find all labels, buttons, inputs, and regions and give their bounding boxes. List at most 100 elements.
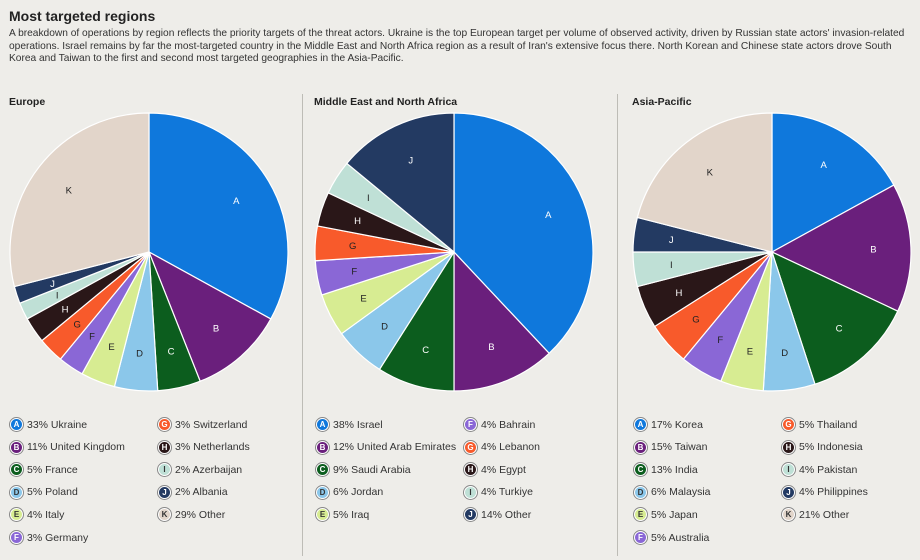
pie-slice-c — [771, 250, 899, 385]
legend-badge: G — [464, 440, 477, 454]
legend-item-d: D 6% Malaysia — [634, 485, 711, 499]
legend-label: 2% Azerbaijan — [175, 463, 243, 476]
legend-badge: J — [782, 485, 795, 499]
legend-label: 15% Taiwan — [651, 441, 708, 454]
legend-item-d: D 5% Poland — [10, 485, 78, 499]
pie-slice-a — [148, 112, 289, 320]
pie-slice-label-c: C — [168, 347, 175, 358]
pie-slice-label-b: B — [213, 324, 219, 335]
legend-badge: H — [782, 440, 795, 454]
pie-slice-label-d: D — [381, 322, 388, 333]
pie-slice-label-j: J — [408, 156, 413, 167]
legend-badge: D — [10, 485, 23, 499]
pie-slice-label-b: B — [488, 342, 494, 353]
pie-slice-label-a: A — [233, 196, 240, 207]
pie-slice-label-e: E — [747, 347, 753, 358]
pie-slice-label-h: H — [354, 216, 361, 227]
pie-slice-label-b: B — [870, 244, 876, 255]
pie-slice-b — [147, 250, 272, 383]
legend-label: 38% Israel — [333, 418, 383, 431]
legend-label: 5% Indonesia — [799, 441, 863, 454]
legend-item-h: H 5% Indonesia — [782, 440, 863, 454]
legend-label: 33% Ukraine — [27, 418, 88, 431]
legend-label: 4% Italy — [27, 508, 65, 521]
legend-badge: B — [10, 440, 23, 454]
pie-slice-label-i: I — [56, 291, 59, 302]
legend-badge: C — [316, 463, 329, 477]
pie-slice-a — [453, 112, 594, 355]
legend-label: 12% United Arab Emirates — [333, 441, 457, 454]
legend-item-e: E 4% Italy — [10, 508, 65, 522]
legend-item-a: A 33% Ukraine — [10, 418, 87, 431]
legend-item-h: H 4% Egypt — [464, 463, 526, 477]
legend-badge: E — [316, 508, 329, 522]
legend-item-i: I 4% Turkiye — [464, 485, 533, 499]
legend-badge: J — [464, 508, 477, 522]
pie-slice-label-g: G — [349, 241, 356, 252]
legend-item-i: I 2% Azerbaijan — [158, 463, 243, 477]
legend-item-j: J 4% Philippines — [782, 485, 868, 499]
legend-item-a: A 38% Israel — [316, 418, 383, 431]
legend-item-g: G 5% Thailand — [782, 418, 857, 431]
panel-divider — [617, 94, 618, 556]
legend-badge: I — [782, 463, 795, 477]
legend-label: 2% Albania — [175, 486, 228, 499]
legend-badge: F — [10, 531, 23, 544]
legend-label: 4% Turkiye — [481, 486, 533, 499]
legend-item-b: B 12% United Arab Emirates — [316, 440, 457, 454]
pie-slice-label-i: I — [367, 193, 370, 204]
legend-badge: K — [158, 508, 171, 522]
pie-slice-label-e: E — [360, 294, 366, 305]
pie-slice-label-k: K — [707, 167, 714, 178]
pie-slice-k — [636, 112, 773, 253]
legend-label: 13% India — [651, 463, 698, 476]
pie-slice-label-f: F — [89, 331, 95, 342]
pie-slice-label-f: F — [717, 335, 723, 346]
legend-item-f: F 4% Bahrain — [464, 418, 535, 431]
pie-slice-label-d: D — [781, 348, 788, 359]
legend-badge: G — [782, 418, 795, 431]
legend-item-f: F 3% Germany — [10, 531, 88, 544]
legend-label: 11% United Kingdom — [27, 441, 125, 454]
legend-badge: B — [634, 440, 647, 454]
legend-badge: G — [158, 418, 171, 431]
legend-item-e: E 5% Japan — [634, 508, 698, 522]
panel-title-europe: Europe — [9, 96, 46, 108]
legend-item-g: G 3% Switzerland — [158, 418, 247, 431]
legend-badge: D — [634, 485, 647, 499]
panel-title-apac: Asia-Pacific — [632, 96, 692, 108]
legend-badge: F — [464, 418, 477, 431]
legend-badge: A — [634, 418, 647, 431]
legend-label: 5% Thailand — [799, 418, 858, 431]
legend-badge: F — [634, 531, 647, 544]
legend-item-i: I 4% Pakistan — [782, 463, 858, 477]
pie-slice-label-d: D — [136, 349, 143, 360]
legend-item-h: H 3% Netherlands — [158, 440, 250, 454]
pie-chart-mena: A B C D E F G H I J — [314, 112, 594, 392]
legend-badge: I — [464, 485, 477, 499]
legend-item-b: B 11% United Kingdom — [10, 440, 125, 454]
legend-badge: D — [316, 485, 329, 499]
pie-slice-label-e: E — [108, 342, 114, 353]
pie-slice-c — [378, 249, 455, 392]
legend-label: 5% Poland — [27, 486, 78, 499]
legend-label: 17% Korea — [651, 418, 703, 431]
panel-divider — [302, 94, 303, 556]
pie-slice-label-h: H — [675, 288, 682, 299]
legend-label: 6% Jordan — [333, 486, 384, 499]
legend-item-k: K 29% Other — [158, 508, 226, 522]
legend-item-j: J 2% Albania — [158, 485, 228, 499]
legend-label: 5% France — [27, 463, 78, 476]
legend-label: 4% Pakistan — [799, 463, 858, 476]
pie-slice-label-h: H — [62, 305, 69, 316]
legend-label: 5% Japan — [651, 508, 698, 521]
legend-badge: J — [158, 485, 171, 499]
legend-label: 14% Other — [481, 508, 532, 521]
pie-slice-a — [771, 112, 895, 254]
legend-label: 4% Egypt — [481, 463, 526, 476]
legend-label: 21% Other — [799, 508, 850, 521]
legend-item-a: A 17% Korea — [634, 418, 703, 431]
panel-title-mena: Middle East and North Africa — [314, 96, 458, 108]
page-description: A breakdown of operations by region refl… — [9, 28, 905, 65]
legend-label: 29% Other — [175, 508, 226, 521]
